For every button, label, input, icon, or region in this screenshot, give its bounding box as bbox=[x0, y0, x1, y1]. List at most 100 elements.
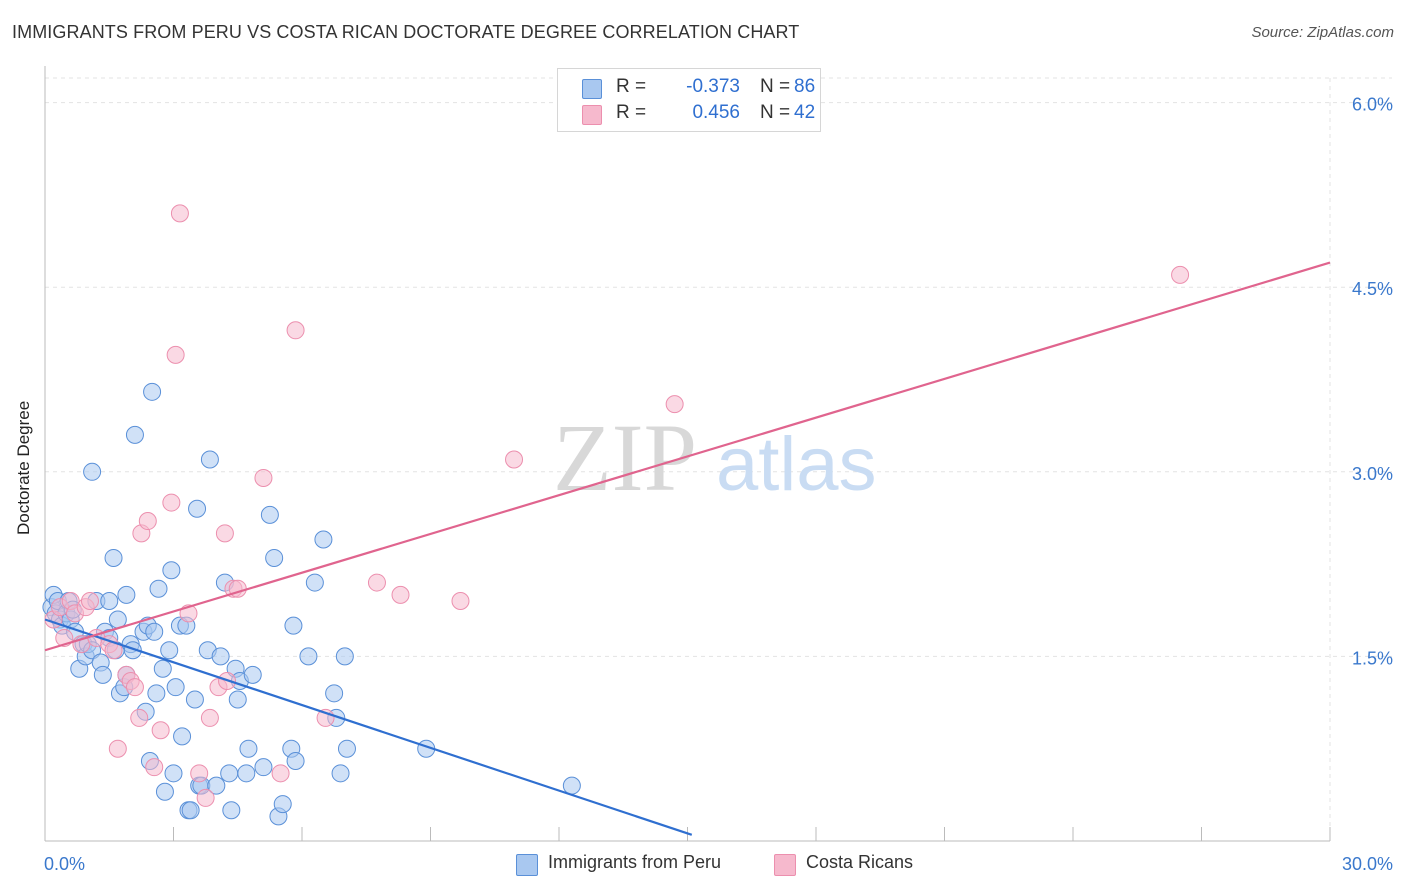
peru-swatch bbox=[582, 79, 602, 99]
peru-point bbox=[562, 776, 581, 795]
peru-point bbox=[185, 690, 204, 709]
legend-swatch-peru bbox=[516, 854, 538, 876]
costa-rica-point bbox=[162, 493, 181, 512]
n-value: 42 bbox=[794, 102, 816, 123]
peru-point bbox=[286, 752, 305, 771]
costa-rica-point bbox=[151, 721, 170, 740]
n-value: 86 bbox=[794, 76, 816, 97]
peru-point bbox=[273, 795, 292, 814]
costa-rica-swatch bbox=[582, 105, 602, 125]
costa-rica-trend-line bbox=[44, 261, 1331, 652]
y-tick-label: 1.5% bbox=[1352, 648, 1393, 668]
peru-point bbox=[335, 647, 354, 666]
peru-point bbox=[147, 684, 166, 703]
peru-point bbox=[284, 616, 303, 635]
costa-rica-point bbox=[80, 592, 99, 611]
y-tick-label: 4.5% bbox=[1352, 279, 1393, 299]
peru-point bbox=[220, 764, 239, 783]
watermark: ZIP atlas bbox=[553, 404, 877, 511]
watermark-atlas: atlas bbox=[716, 422, 877, 507]
n-label: N = bbox=[760, 76, 791, 97]
peru-point bbox=[160, 641, 179, 660]
r-label: R = bbox=[616, 102, 647, 123]
peru-point bbox=[117, 585, 136, 604]
peru-point bbox=[228, 690, 247, 709]
peru-point bbox=[260, 505, 279, 524]
y-axis-label: Doctorate Degree bbox=[14, 400, 33, 535]
peru-point bbox=[222, 801, 241, 820]
y-tick-label: 3.0% bbox=[1352, 464, 1393, 484]
peru-point bbox=[162, 561, 181, 580]
peru-point bbox=[243, 665, 262, 684]
costa-rica-point bbox=[215, 524, 234, 543]
watermark-zip: ZIP bbox=[553, 404, 697, 511]
y-tick-label: 6.0% bbox=[1352, 95, 1393, 115]
legend-label-peru: Immigrants from Peru bbox=[548, 852, 722, 872]
peru-point bbox=[145, 622, 164, 641]
costa-rica-point bbox=[271, 764, 290, 783]
peru-point bbox=[254, 758, 273, 777]
peru-point bbox=[173, 727, 192, 746]
costa-rica-point bbox=[254, 468, 273, 487]
legend-label-costa-rica: Costa Ricans bbox=[806, 852, 914, 872]
costa-rica-point bbox=[367, 573, 386, 592]
y-axis-label-wrap: Doctorate Degree bbox=[14, 401, 38, 695]
stats-box: R = -0.373 N = 86 R = 0.456 N = 42 bbox=[557, 68, 821, 132]
peru-point bbox=[237, 764, 256, 783]
costa-rica-point bbox=[190, 764, 209, 783]
costa-rica-point bbox=[196, 788, 215, 807]
peru-point bbox=[166, 678, 185, 697]
costa-rica-point bbox=[130, 708, 149, 727]
peru-point bbox=[265, 548, 284, 567]
peru-point bbox=[143, 382, 162, 401]
costa-rica-point bbox=[391, 585, 410, 604]
peru-point bbox=[100, 592, 119, 611]
costa-rica-point bbox=[286, 321, 305, 340]
costa-rica-point bbox=[138, 512, 157, 531]
peru-point bbox=[123, 641, 142, 660]
peru-point bbox=[325, 684, 344, 703]
peru-point bbox=[331, 764, 350, 783]
chart-title: IMMIGRANTS FROM PERU VS COSTA RICAN DOCT… bbox=[12, 22, 800, 42]
costa-rica-point bbox=[145, 758, 164, 777]
trend-lines bbox=[44, 261, 1331, 836]
source-label: Source: ZipAtlas.com bbox=[1251, 24, 1394, 41]
tick-labels: 1.5% 3.0% 4.5% 6.0% 0.0% 30.0% bbox=[44, 95, 1393, 874]
costa-rica-point bbox=[665, 395, 684, 414]
costa-rica-point bbox=[1171, 265, 1190, 284]
peru-point bbox=[305, 573, 324, 592]
costa-rica-point bbox=[170, 204, 189, 223]
data-points bbox=[42, 204, 1190, 826]
peru-point bbox=[93, 665, 112, 684]
peru-trend-line bbox=[44, 618, 693, 836]
costa-rica-point bbox=[108, 739, 127, 758]
legend-swatch-costa-rica bbox=[774, 854, 796, 876]
costa-rica-point bbox=[166, 345, 185, 364]
peru-point bbox=[164, 764, 183, 783]
peru-point bbox=[337, 739, 356, 758]
peru-point bbox=[153, 659, 172, 678]
peru-point bbox=[314, 530, 333, 549]
n-label: N = bbox=[760, 102, 791, 123]
peru-point bbox=[125, 425, 144, 444]
costa-rica-point bbox=[505, 450, 524, 469]
x-tick-label: 0.0% bbox=[44, 854, 85, 874]
r-label: R = bbox=[616, 76, 647, 97]
peru-point bbox=[239, 739, 258, 758]
r-value: 0.456 bbox=[692, 102, 740, 123]
costa-rica-point bbox=[200, 708, 219, 727]
peru-point bbox=[155, 782, 174, 801]
peru-point bbox=[188, 499, 207, 518]
x-tick-label: 30.0% bbox=[1342, 854, 1393, 874]
peru-point bbox=[211, 647, 230, 666]
peru-point bbox=[149, 579, 168, 598]
peru-point bbox=[104, 548, 123, 567]
peru-point bbox=[207, 776, 226, 795]
peru-point bbox=[200, 450, 219, 469]
costa-rica-point bbox=[125, 678, 144, 697]
peru-point bbox=[181, 801, 200, 820]
peru-point bbox=[83, 462, 102, 481]
costa-rica-point bbox=[451, 592, 470, 611]
axes bbox=[44, 66, 1331, 842]
